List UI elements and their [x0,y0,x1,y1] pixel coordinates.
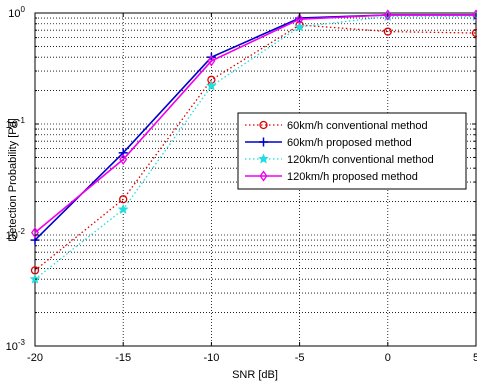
legend-label: 120km/h proposed method [287,171,418,183]
x-tick-label: -20 [27,352,43,364]
x-tick-label: 5 [473,352,477,364]
x-tick-label: 0 [385,352,391,364]
legend-label: 60km/h conventional method [287,120,428,132]
legend: 60km/h conventional method 60km/h propose… [238,113,466,189]
x-tick-label: -10 [203,352,219,364]
y-axis-title: Detection Probability [Pd] [7,118,19,242]
x-tick-label: -15 [115,352,131,364]
data-point [207,81,216,89]
x-tick-label: -5 [295,352,305,364]
y-tick-label: 100 [8,5,25,20]
legend-label: 120km/h conventional method [287,154,434,166]
y-tick-label: 10-3 [6,338,26,353]
x-axis-title: SNR [dB] [232,369,278,381]
legend-label: 60km/h proposed method [287,137,412,149]
